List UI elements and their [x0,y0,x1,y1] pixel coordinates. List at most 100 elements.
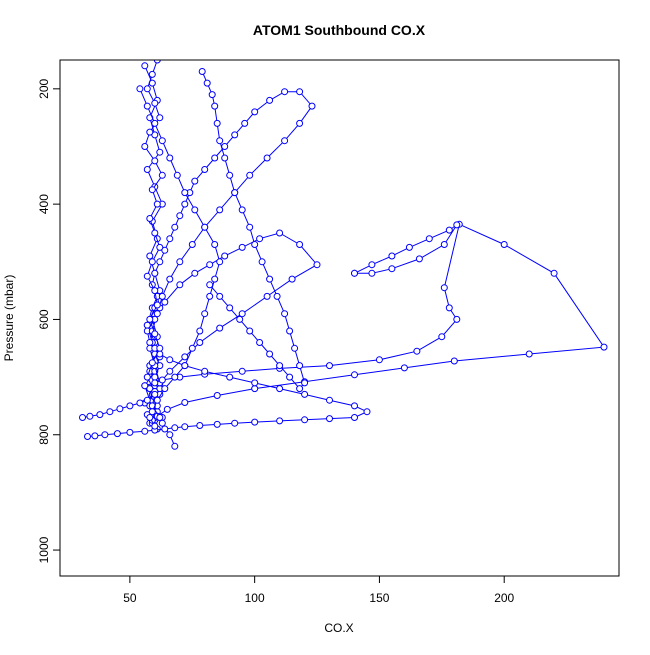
x-tick-label: 150 [369,591,389,605]
data-point [161,298,169,306]
y-tick-label: 800 [37,424,51,444]
data-point [141,382,149,390]
data-point [258,258,266,266]
data-point [166,235,174,243]
data-point [291,344,299,352]
data-point [181,189,189,197]
data-point [351,402,358,410]
data-point [181,423,189,431]
data-point [288,275,296,283]
data-point [141,143,149,150]
data-point [226,304,234,312]
data-point [251,418,259,426]
data-point [191,269,199,277]
data-point [438,333,446,341]
y-tick-label: 1000 [37,536,51,563]
plot-data-group [79,60,608,450]
x-axis: 50 100 150 200 [123,575,515,605]
data-point [251,385,259,393]
data-point [238,206,246,214]
data-point [213,392,221,399]
data-point [166,356,174,364]
data-point [313,261,321,269]
data-point [146,215,154,222]
data-point [158,292,166,300]
data-point [201,367,209,375]
data-point [216,258,224,266]
data-point [216,137,224,145]
data-point [363,408,371,416]
data-point [196,339,204,346]
data-point [151,422,159,430]
data-point [413,347,421,355]
series-line [82,223,605,418]
data-point [226,373,234,381]
data-point [450,357,458,365]
data-point [375,356,383,364]
data-point [158,171,166,179]
data-point [231,419,239,427]
data-point [453,315,461,323]
data-point [153,60,161,64]
data-point [281,310,289,318]
data-point [276,362,284,370]
series-line [87,347,369,437]
data-point [296,119,304,127]
data-point [256,339,264,346]
data-point [176,281,184,289]
data-point [143,373,151,381]
data-point [143,102,151,110]
data-point [281,137,289,145]
data-point [171,424,179,432]
data-point [166,367,174,375]
data-point [231,131,239,139]
data-point [181,399,189,406]
data-point [158,376,166,384]
data-point [326,362,333,370]
data-point [166,275,174,283]
data-point [153,310,161,318]
data-point [156,148,164,156]
data-point [351,371,358,379]
data-point [113,430,121,438]
data-point [158,419,166,427]
data-point [276,385,284,393]
data-point [238,243,246,251]
data-point [525,350,533,358]
data-point [216,206,224,214]
data-point [141,427,149,435]
data-point [158,137,166,145]
y-axis: 200 400 600 800 1000 [37,78,61,563]
x-axis-label: CO.X [324,621,353,635]
data-point [246,171,254,179]
data-point [153,301,161,309]
data-point [326,415,333,423]
data-point [191,206,199,214]
data-point [196,327,204,335]
data-point [263,154,271,162]
data-point [151,330,159,338]
data-point [156,243,164,251]
data-point [231,189,239,197]
data-point [148,186,156,194]
data-point [151,119,159,127]
data-point [146,252,154,260]
data-point [208,91,216,99]
data-point [256,235,264,243]
data-point [151,157,159,165]
data-point [276,417,284,425]
data-point [368,269,376,277]
data-point [148,359,156,367]
data-point [146,128,154,136]
data-point [191,177,199,185]
data-point [296,362,304,370]
data-point [166,431,174,439]
data-point [136,399,144,407]
data-point [156,114,164,122]
data-point [126,428,134,436]
data-point [221,154,229,162]
data-point [296,385,304,393]
data-point [116,405,124,413]
